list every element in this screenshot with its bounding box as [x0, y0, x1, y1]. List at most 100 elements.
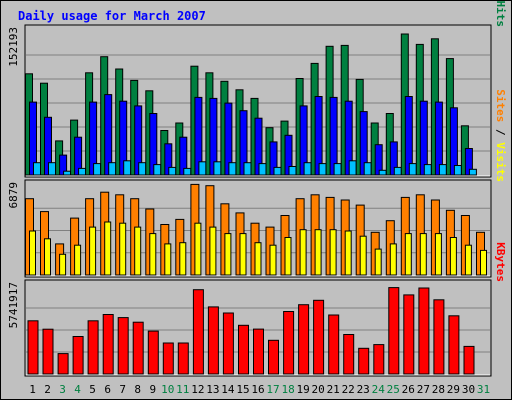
bar-kbytes-day-12 — [192, 289, 204, 375]
bar-pages-day-10 — [168, 166, 177, 176]
bar-pages-day-18 — [288, 166, 297, 176]
bar-kbytes-day-30 — [463, 345, 475, 375]
bar-sites-day-7 — [119, 222, 127, 276]
bar-pages-day-11 — [183, 167, 192, 176]
bar-pages-day-15 — [243, 162, 252, 176]
bar-pages-day-29 — [453, 165, 462, 176]
bar-pages-day-19 — [303, 162, 312, 176]
bar-sites-day-27 — [419, 233, 427, 276]
bar-sites-day-31 — [480, 249, 487, 276]
x-tick-label-day-15: 15 — [236, 383, 249, 396]
x-tick-label-day-5: 5 — [89, 383, 96, 396]
series-legend-label: Pages / Files / Hits — [494, 0, 507, 27]
bar-sites-day-23 — [359, 235, 367, 276]
x-tick-label-day-25: 25 — [387, 383, 400, 396]
x-tick-label-day-31: 31 — [477, 383, 490, 396]
bar-sites-day-6 — [104, 221, 112, 276]
bar-kbytes-day-27 — [418, 287, 430, 375]
bar-sites-day-9 — [149, 233, 157, 276]
x-tick-label-day-24: 24 — [372, 383, 386, 396]
bar-kbytes-day-23 — [358, 347, 370, 375]
bar-pages-day-7 — [123, 160, 132, 176]
bar-sites-day-28 — [434, 233, 442, 276]
x-tick-label-day-16: 16 — [251, 383, 264, 396]
y-max-label: 152193 — [7, 27, 20, 67]
bar-sites-day-29 — [449, 237, 457, 276]
bar-kbytes-day-16 — [253, 328, 264, 375]
bar-sites-day-1 — [29, 230, 36, 276]
bars-kbytes — [27, 287, 475, 375]
bar-kbytes-day-2 — [42, 328, 54, 375]
x-tick-label-day-11: 11 — [176, 383, 189, 396]
bar-kbytes-day-17 — [268, 339, 279, 375]
bar-pages-day-1 — [33, 162, 41, 176]
y-max-label: 5741917 — [7, 282, 20, 328]
bar-sites-day-13 — [209, 226, 217, 276]
x-tick-label-day-4: 4 — [74, 383, 81, 396]
bar-kbytes-day-20 — [313, 299, 325, 375]
bar-pages-day-20 — [318, 163, 327, 176]
bar-kbytes-day-3 — [57, 353, 69, 375]
legend-part: / — [494, 0, 507, 1]
x-tick-label-day-12: 12 — [191, 383, 204, 396]
bar-sites-day-12 — [194, 222, 202, 276]
bar-sites-day-4 — [74, 244, 82, 276]
bar-kbytes-day-24 — [373, 344, 385, 375]
bar-pages-day-28 — [438, 164, 447, 176]
bar-kbytes-day-18 — [283, 311, 295, 375]
bar-kbytes-day-4 — [72, 336, 84, 375]
x-tick-label-day-21: 21 — [327, 383, 340, 396]
x-tick-label-day-27: 27 — [417, 383, 430, 396]
bars-visits-sites — [25, 183, 487, 276]
bar-sites-day-8 — [134, 226, 142, 276]
x-tick-label-day-3: 3 — [59, 383, 66, 396]
bar-pages-day-13 — [213, 161, 222, 176]
bar-kbytes-day-14 — [222, 312, 234, 375]
x-tick-label-day-22: 22 — [342, 383, 355, 396]
x-tick-label-day-29: 29 — [447, 383, 460, 396]
bar-kbytes-day-10 — [162, 342, 174, 375]
bar-kbytes-day-28 — [433, 299, 445, 375]
x-tick-label-day-30: 30 — [462, 383, 475, 396]
bar-kbytes-day-26 — [403, 294, 415, 375]
bar-kbytes-day-11 — [177, 342, 189, 375]
bar-sites-day-2 — [44, 238, 51, 276]
x-tick-label-day-23: 23 — [357, 383, 370, 396]
x-tick-label-day-26: 26 — [402, 383, 415, 396]
chart-title: Daily usage for March 2007 — [18, 9, 206, 23]
bar-sites-day-22 — [344, 230, 352, 276]
bar-sites-day-5 — [89, 226, 97, 276]
x-tick-label-day-7: 7 — [119, 383, 126, 396]
bar-sites-day-25 — [389, 243, 397, 276]
bar-kbytes-day-21 — [328, 314, 340, 375]
panels-layer: 152193 Pages / Files / Hits 6879 Sites / Vi… — [7, 0, 507, 377]
bar-pages-day-23 — [363, 162, 372, 176]
bar-kbytes-day-15 — [238, 324, 249, 375]
bar-kbytes-day-7 — [117, 317, 129, 375]
panel-visits-sites: 6879 Sites / Visits — [7, 89, 507, 278]
x-tick-label-day-20: 20 — [311, 383, 324, 396]
x-tick-label-day-18: 18 — [281, 383, 294, 396]
legend-part: Hits — [494, 1, 507, 28]
x-tick-label-day-13: 13 — [206, 383, 219, 396]
bar-sites-day-16 — [254, 242, 262, 276]
x-tick-label-day-28: 28 — [432, 383, 445, 396]
bar-sites-day-19 — [299, 229, 307, 276]
bar-pages-day-14 — [228, 162, 237, 176]
bar-pages-day-3 — [63, 170, 72, 176]
bar-sites-day-15 — [239, 233, 247, 276]
x-axis-labels: 1 2 3 4 5 6 7 8 9 10 11 12 13 14 15 16 17 18 19 20 21 22 23 24 2… — [29, 383, 490, 396]
bars-hits-files-pages — [25, 33, 477, 176]
legend-part: Sites — [494, 89, 507, 122]
panel-hits-files-pages: 152193 Pages / Files / Hits — [7, 0, 507, 178]
bar-pages-day-21 — [333, 163, 342, 176]
bar-pages-day-2 — [48, 162, 56, 176]
bar-pages-day-9 — [153, 164, 162, 176]
bar-pages-day-6 — [108, 162, 117, 176]
bar-files-day-27 — [419, 100, 428, 176]
series-legend-label: Sites / Visits — [494, 89, 507, 182]
bar-files-day-29 — [449, 107, 458, 176]
bar-sites-day-3 — [59, 253, 67, 276]
bar-kbytes-day-5 — [87, 320, 99, 375]
series-legend-label: KBytes — [494, 242, 507, 282]
